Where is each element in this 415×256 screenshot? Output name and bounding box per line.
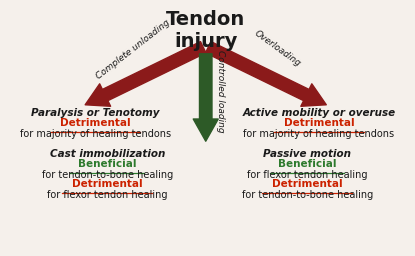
Text: Detrimental: Detrimental	[72, 179, 143, 189]
Text: Active mobility or overuse: Active mobility or overuse	[242, 108, 395, 118]
Text: Detrimental: Detrimental	[272, 179, 342, 189]
Text: Detrimental: Detrimental	[60, 118, 131, 128]
Text: Paralysis or Tenotomy: Paralysis or Tenotomy	[31, 108, 160, 118]
Text: Cast immobilization: Cast immobilization	[50, 149, 165, 159]
Text: Passive motion: Passive motion	[263, 149, 351, 159]
Text: Controlled loading: Controlled loading	[215, 50, 225, 132]
Text: Tendon
injury: Tendon injury	[166, 10, 245, 51]
Text: Overloading: Overloading	[253, 29, 303, 69]
Text: Beneficial: Beneficial	[278, 159, 337, 169]
Text: for flexor tendon healing: for flexor tendon healing	[47, 190, 168, 200]
Text: for tendon-to-bone healing: for tendon-to-bone healing	[242, 190, 373, 200]
Text: for majority of healing tendons: for majority of healing tendons	[243, 129, 395, 139]
Text: for tendon-to-bone healing: for tendon-to-bone healing	[42, 170, 173, 180]
Text: Complete unloading: Complete unloading	[94, 17, 171, 81]
Text: for flexor tendon healing: for flexor tendon healing	[247, 170, 367, 180]
Text: Detrimental: Detrimental	[283, 118, 354, 128]
Text: Beneficial: Beneficial	[78, 159, 137, 169]
Text: for majority of healing tendons: for majority of healing tendons	[20, 129, 171, 139]
